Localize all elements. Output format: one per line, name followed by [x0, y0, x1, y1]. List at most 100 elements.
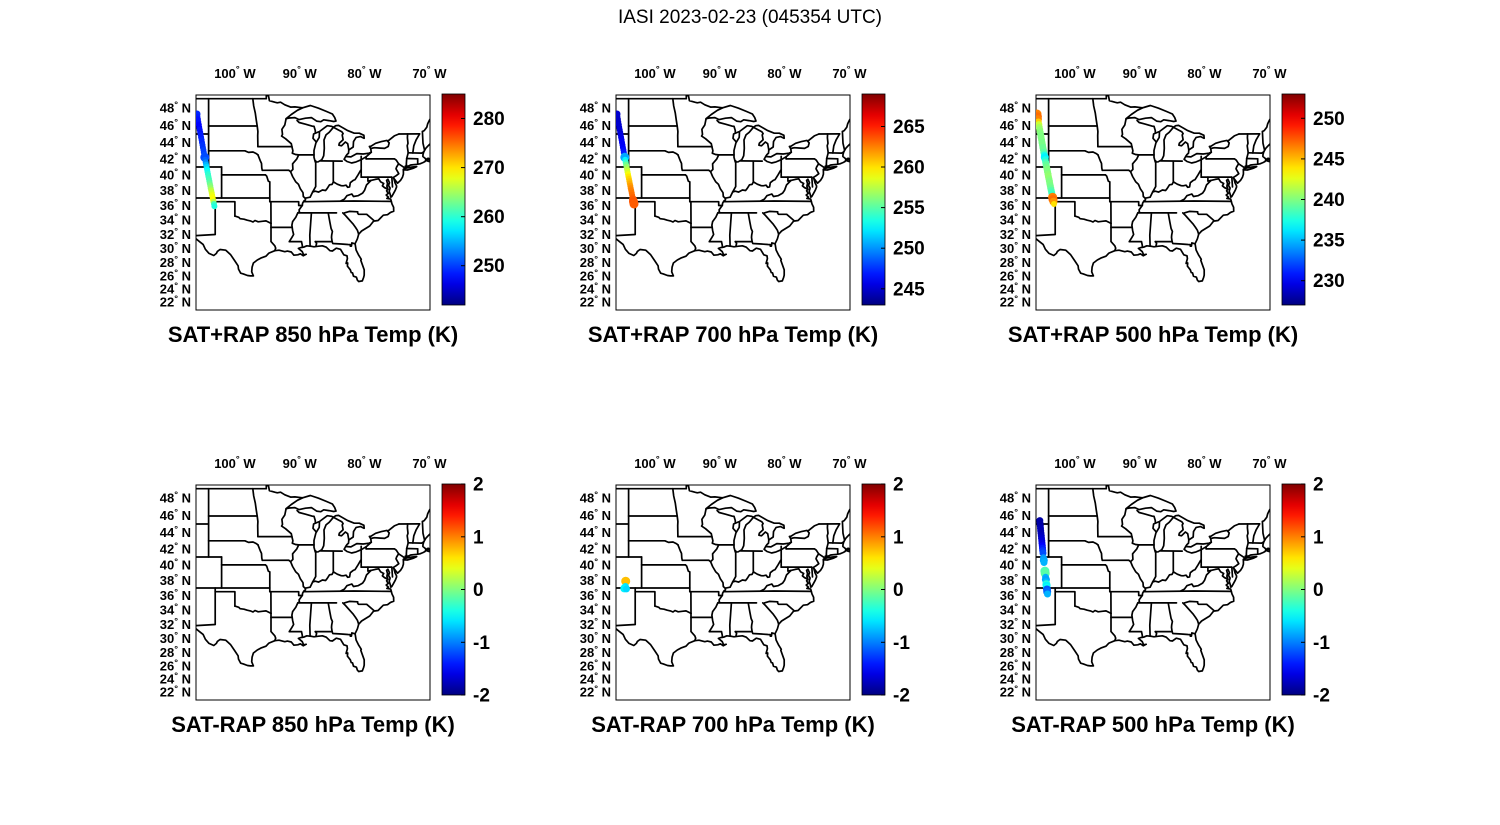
satellite-swath-points [620, 576, 631, 593]
map-frame [195, 94, 431, 311]
svg-text:100° W: 100° W [214, 64, 256, 81]
svg-text:36° N: 36° N [580, 587, 611, 603]
svg-text:40° N: 40° N [160, 166, 191, 182]
svg-text:24° N: 24° N [580, 671, 611, 687]
svg-text:44° N: 44° N [580, 524, 611, 540]
svg-text:100° W: 100° W [214, 454, 256, 471]
svg-text:48° N: 48° N [580, 99, 611, 115]
panel-sat-minus-rap-700: 100° W 90° W 80° W 70° W 48° N 46° N 44° N 42° … [540, 440, 960, 745]
colorbar-tick-label: 250 [473, 256, 505, 277]
svg-text:22° N: 22° N [580, 294, 611, 310]
colorbar-tick-label: 2 [1313, 475, 1324, 496]
map-frame [1035, 484, 1271, 701]
svg-text:42° N: 42° N [1000, 540, 1031, 556]
svg-text:42° N: 42° N [160, 540, 191, 556]
colorbar: 280 270 260 250 [441, 93, 505, 306]
svg-text:40° N: 40° N [1000, 556, 1031, 572]
svg-text:30° N: 30° N [580, 240, 611, 256]
us-state-borders [1036, 95, 1270, 283]
svg-text:22° N: 22° N [160, 294, 191, 310]
svg-text:36° N: 36° N [1000, 197, 1031, 213]
colorbar-tick-label: 1 [893, 527, 904, 548]
colorbar-tick-label: 230 [1313, 271, 1345, 292]
lon-axis-labels: 100° W 90° W 80° W 70° W [634, 454, 867, 471]
svg-text:70° W: 70° W [832, 64, 867, 81]
svg-text:22° N: 22° N [1000, 294, 1031, 310]
svg-text:80° W: 80° W [347, 454, 382, 471]
panel-title: SAT+RAP 500 hPa Temp (K) [1008, 322, 1298, 347]
svg-text:24° N: 24° N [1000, 671, 1031, 687]
panel-sat-minus-rap-500: 100° W 90° W 80° W 70° W 48° N 46° N 44° N 42° … [960, 440, 1380, 745]
svg-text:90° W: 90° W [1123, 454, 1158, 471]
svg-text:38° N: 38° N [580, 182, 611, 198]
colorbar-tick-label: 255 [893, 198, 925, 219]
colorbar-tick-label: 0 [893, 580, 904, 601]
colorbar-tick-label: 270 [473, 158, 505, 179]
svg-text:40° N: 40° N [1000, 166, 1031, 182]
us-state-borders [196, 485, 430, 673]
svg-text:30° N: 30° N [160, 240, 191, 256]
svg-text:80° W: 80° W [1187, 64, 1222, 81]
colorbar: 250 245 240 235 230 [1281, 93, 1345, 306]
svg-text:46° N: 46° N [580, 117, 611, 133]
svg-text:22° N: 22° N [160, 684, 191, 700]
lat-axis-labels: 48° N 46° N44° N42° N40° N38° N36° N34° N… [1000, 99, 1031, 309]
colorbar-tick-label: 250 [1313, 109, 1345, 130]
svg-text:48° N: 48° N [160, 99, 191, 115]
svg-text:34° N: 34° N [160, 602, 191, 618]
svg-text:40° N: 40° N [160, 556, 191, 572]
svg-text:90° W: 90° W [703, 454, 738, 471]
svg-text:32° N: 32° N [1000, 226, 1031, 242]
svg-text:36° N: 36° N [160, 197, 191, 213]
svg-text:32° N: 32° N [580, 226, 611, 242]
colorbar-tick-label: 260 [473, 207, 505, 228]
svg-text:38° N: 38° N [160, 182, 191, 198]
svg-text:90° W: 90° W [1123, 64, 1158, 81]
svg-text:42° N: 42° N [580, 540, 611, 556]
svg-text:32° N: 32° N [160, 226, 191, 242]
svg-text:80° W: 80° W [1187, 454, 1222, 471]
lon-axis-labels: 100° W 90° W 80° W 70° W [1054, 64, 1287, 81]
svg-text:32° N: 32° N [1000, 616, 1031, 632]
colorbar-tick-label: -1 [893, 633, 910, 654]
svg-text:30° N: 30° N [1000, 630, 1031, 646]
svg-text:24° N: 24° N [580, 281, 611, 297]
us-state-borders [616, 95, 850, 283]
svg-text:46° N: 46° N [1000, 117, 1031, 133]
svg-text:32° N: 32° N [580, 616, 611, 632]
satellite-swath-points [196, 110, 218, 210]
us-state-borders [616, 485, 850, 673]
svg-text:24° N: 24° N [160, 281, 191, 297]
map-frame [1035, 94, 1271, 311]
svg-text:44° N: 44° N [160, 524, 191, 540]
svg-text:90° W: 90° W [283, 454, 318, 471]
map-frame [195, 484, 431, 701]
svg-text:26° N: 26° N [580, 267, 611, 283]
svg-text:36° N: 36° N [580, 197, 611, 213]
svg-text:36° N: 36° N [1000, 587, 1031, 603]
svg-text:24° N: 24° N [160, 671, 191, 687]
colorbar-tick-label: 1 [1313, 527, 1324, 548]
svg-text:48° N: 48° N [160, 489, 191, 505]
panel-title: SAT-RAP 700 hPa Temp (K) [591, 712, 875, 737]
svg-text:44° N: 44° N [160, 134, 191, 150]
panel-sat-plus-rap-500: 100° W 90° W 80° W 70° W 48° N 46° N 44° N 42° … [960, 50, 1380, 355]
panel-sat-minus-rap-850: 100° W 90° W 80° W 70° W 48° N 46° N 44° N 42° … [120, 440, 540, 745]
satellite-swath-points [1036, 109, 1058, 207]
svg-text:28° N: 28° N [580, 644, 611, 660]
svg-text:34° N: 34° N [1000, 602, 1031, 618]
svg-text:26° N: 26° N [160, 267, 191, 283]
map-plot-sat-plus-rap-850: 100° W 90° W 80° W 70° W 48° N 46° N44° N42° … [160, 64, 505, 347]
panel-title: SAT+RAP 850 hPa Temp (K) [168, 322, 458, 347]
map-plot-sat-minus-rap-500: 100° W 90° W 80° W 70° W 48° N 46° N44° N42° … [1000, 454, 1331, 737]
svg-text:46° N: 46° N [580, 507, 611, 523]
svg-text:42° N: 42° N [160, 150, 191, 166]
svg-text:38° N: 38° N [1000, 182, 1031, 198]
svg-text:40° N: 40° N [580, 556, 611, 572]
svg-text:44° N: 44° N [1000, 134, 1031, 150]
colorbar-tick-label: 250 [893, 239, 925, 260]
colorbar-tick-label: -2 [1313, 686, 1330, 707]
svg-text:36° N: 36° N [160, 587, 191, 603]
colorbar-tick-label: 240 [1313, 190, 1345, 211]
svg-text:26° N: 26° N [580, 657, 611, 673]
